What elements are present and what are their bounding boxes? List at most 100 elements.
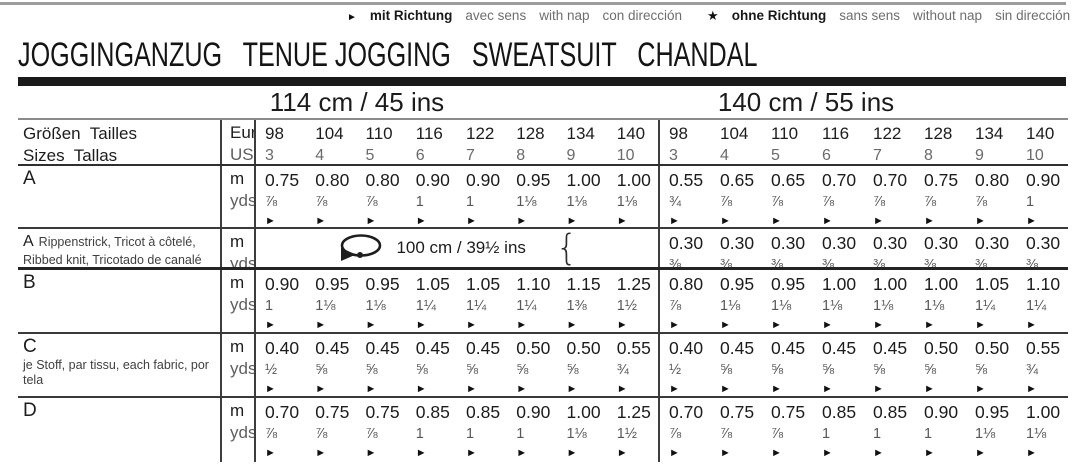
nap-arrow-icon: ► (516, 215, 528, 227)
yardage-cell: 0.50 ⅝ ► (966, 334, 1017, 396)
ribbing-width-note: 100 cm / 39½ ins { (256, 229, 658, 267)
meters-value: 0.45 (466, 338, 501, 358)
meters-value: 0.30 (975, 233, 1010, 253)
nap-arrow-icon: ► (822, 319, 833, 331)
yards-value: ⅞ (365, 194, 378, 210)
yards-value: ⅞ (720, 426, 733, 442)
meters-value: 0.30 (720, 233, 755, 253)
nap-arrow-icon: ► (616, 447, 628, 459)
yards-value: ¾ (669, 194, 682, 210)
yardage-cell: 1.00 1⅛ ► (558, 166, 608, 227)
yardage-cell: 0.70 ⅞ ► (864, 166, 915, 227)
meters-value: 0.45 (873, 338, 908, 358)
us-size: 8 (516, 147, 526, 164)
yards-value: ⅞ (265, 194, 278, 210)
yardage-cell: 0.45 ⅝ ► (407, 334, 457, 396)
meters-value: 0.45 (720, 338, 755, 358)
yards-value: ¾ (1026, 362, 1039, 378)
meters-unit: m (230, 273, 245, 292)
yardage-cell: 0.85 1 ► (864, 398, 915, 462)
yards-unit: yds (230, 254, 256, 267)
yards-value: ⅞ (315, 426, 328, 442)
yardage-cell: 0.50 ⅝ ► (558, 334, 608, 396)
meters-value: 1.00 (873, 274, 908, 294)
meters-value: 1.00 (822, 274, 857, 294)
yardage-cell: 0.30 ⅜ (660, 229, 711, 267)
yardage-cell: 0.30 ⅜ (762, 229, 813, 267)
meters-value: 0.30 (822, 233, 857, 253)
eur-size: 110 (771, 124, 799, 143)
width-group-header-140: 140 cm / 55 ins (658, 86, 1068, 118)
meters-value: 0.95 (315, 274, 350, 294)
yards-value: 1¼ (516, 298, 537, 314)
size-cell: 104 4 (711, 120, 762, 164)
yardage-cell: 1.10 1¼ ► (507, 270, 557, 332)
nap-arrow-icon: ► (415, 319, 427, 331)
fabric-width-header-row: 114 cm / 45 ins 140 cm / 55 ins (18, 86, 1068, 120)
yardage-cell: 1.05 1¼ ► (457, 270, 507, 332)
units-cell: m yds (220, 270, 256, 332)
yards-value: 1⅜ (566, 298, 587, 314)
nap-arrow-icon: ► (822, 215, 833, 227)
meters-value: 0.95 (365, 274, 400, 294)
yardage-cell: 0.75 ⅞ ► (711, 398, 762, 462)
group-140-cells: 0.30 ⅜ 0.30 ⅜ 0.30 ⅜ 0.30 ⅜ 0.30 ⅜ 0.30 ⅜ 0.30 ⅜ 0.30 ⅜ (658, 229, 1068, 267)
nap-arrow-icon: ► (771, 319, 782, 331)
nap-arrow-icon: ► (924, 215, 935, 227)
nap-arrow-icon: ► (669, 319, 680, 331)
us-size: 6 (415, 147, 425, 164)
us-size: 8 (924, 147, 933, 164)
yards-value: ⅞ (315, 194, 328, 210)
size-cell: 128 8 (507, 120, 557, 164)
meters-value: 0.30 (771, 233, 806, 253)
us-size: 3 (265, 147, 274, 164)
nap-arrow-icon: ► (516, 319, 528, 331)
meters-unit: m (230, 169, 245, 188)
us-size: 7 (466, 147, 475, 164)
group-114-cells: 0.40 ½ ► 0.45 ⅝ ► 0.45 ⅝ ► 0.45 ⅝ ► 0.45 ⅝ ► 0.50 ⅝ ► 0.50… (256, 334, 658, 396)
loop-arrow-icon (336, 234, 382, 262)
yards-value: ⅝ (771, 362, 784, 378)
yards-value: 1 (466, 194, 475, 210)
meters-value: 1.25 (616, 274, 651, 294)
yards-value: 1 (466, 426, 475, 442)
yardage-cell: 0.45 ⅝ ► (762, 334, 813, 396)
yardage-cell: 0.30 ⅜ (813, 229, 864, 267)
nap-arrow-icon: ► (924, 383, 935, 395)
yards-value: ⅝ (315, 362, 328, 378)
meters-value: 0.95 (516, 170, 551, 190)
yardage-cell: 0.40 ½ ► (256, 334, 306, 396)
nap-arrow-icon: ► (873, 215, 884, 227)
yardage-cell: 0.30 ⅜ (1017, 229, 1068, 267)
row-label: B (18, 270, 220, 332)
yardage-cell: 0.95 1⅛ ► (762, 270, 813, 332)
row-letter: C (23, 336, 37, 357)
yards-value: 1 (873, 426, 882, 442)
size-cell: 98 3 (660, 120, 711, 164)
nap-arrow-icon: ► (720, 319, 731, 331)
meters-value: 0.45 (365, 338, 400, 358)
meters-value: 1.05 (415, 274, 450, 294)
yards-value: ⅝ (720, 362, 733, 378)
nap-arrow-icon: ► (975, 447, 986, 459)
nap-arrow-icon: ► (720, 383, 731, 395)
yards-value: 1 (415, 194, 424, 210)
size-header-row: Größen Tailles Sizes Tallas Eur US 98 3 10… (18, 120, 1068, 166)
nap-arrow-icon: ► (975, 215, 986, 227)
nap-arrow-icon: ► (566, 319, 578, 331)
us-size: 4 (720, 147, 729, 164)
row-letter: A (23, 168, 36, 189)
yards-value: ⅞ (873, 194, 886, 210)
yards-value: ⅞ (771, 426, 784, 442)
size-cell: 122 7 (457, 120, 507, 164)
yardage-cell: 0.75 ⅞ ► (306, 398, 356, 462)
yards-value: 1 (415, 426, 424, 442)
size-cell: 98 3 (256, 120, 306, 164)
yardage-cell: 0.80 ⅞ ► (660, 270, 711, 332)
yards-value: ⅞ (975, 194, 988, 210)
nap-arrow-icon: ► (771, 447, 782, 459)
us-size: 9 (975, 147, 984, 164)
nap-arrow-icon: ► (265, 383, 276, 395)
units-cell: m yds (220, 398, 256, 462)
